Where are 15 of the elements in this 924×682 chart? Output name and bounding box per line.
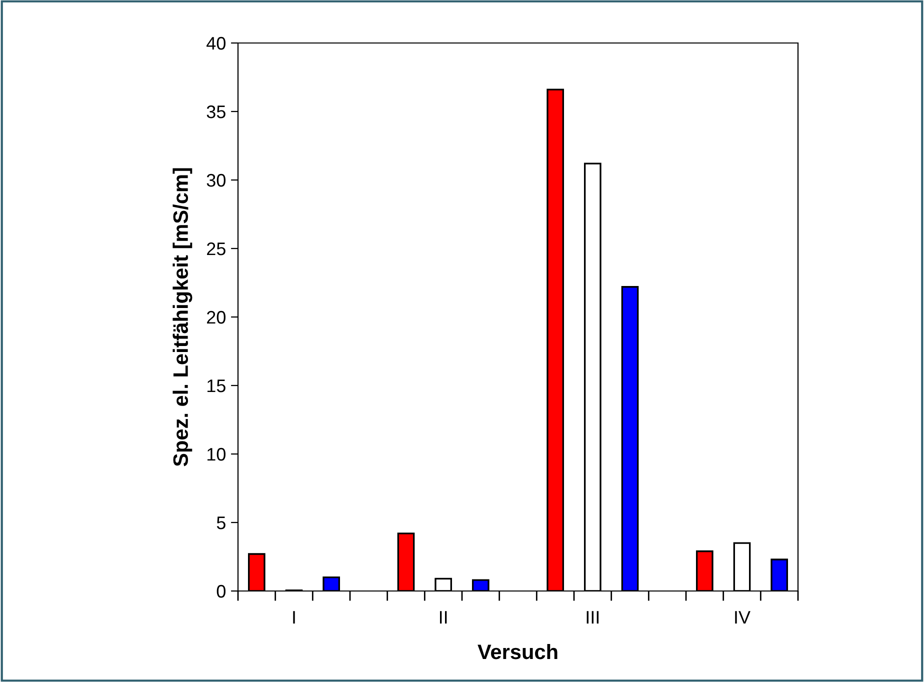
y-tick-label: 25 <box>207 242 226 256</box>
y-tick-label: 10 <box>207 448 226 461</box>
y-tick-label: 15 <box>207 380 226 392</box>
x-tick-label: II <box>440 611 447 624</box>
y-tick-label: 0 <box>216 584 226 598</box>
x-axis-title: Versuch <box>478 644 558 660</box>
y-tick-label: 40 <box>206 36 226 50</box>
y-tick-label: 30 <box>206 174 226 187</box>
y-tick-label: 20 <box>207 310 226 324</box>
y-tick-label: 5 <box>216 516 226 530</box>
x-tick-label: III <box>586 611 599 624</box>
y-tick-label: 35 <box>206 105 226 118</box>
x-tick-label: I <box>293 611 295 624</box>
y-axis-title: Spez. el. Leitfähigkeit [mS/cm] <box>172 168 192 466</box>
x-tick-label: IV <box>735 611 750 624</box>
